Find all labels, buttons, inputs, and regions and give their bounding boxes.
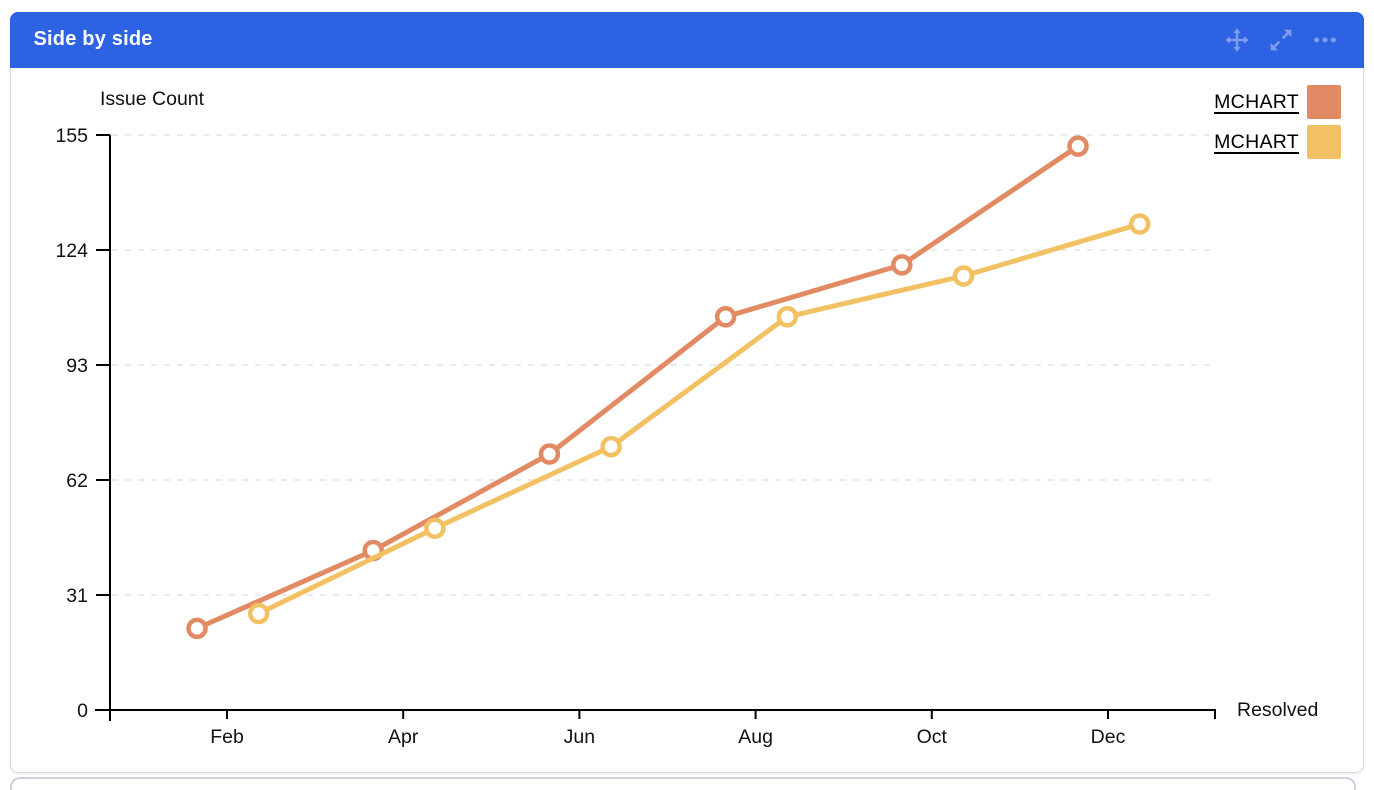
- legend-swatch-series-2: [1307, 125, 1341, 159]
- x-axis-title: Resolved: [1237, 699, 1319, 721]
- gadget-header-actions: [1222, 25, 1340, 55]
- legend-item: MCHART: [1214, 85, 1341, 119]
- chart-legend: MCHART MCHART: [1214, 85, 1341, 159]
- legend-swatch-series-1: [1307, 85, 1341, 119]
- expand-icon[interactable]: [1266, 25, 1296, 55]
- legend-label-series-2[interactable]: MCHART: [1214, 130, 1299, 153]
- legend-item: MCHART: [1214, 125, 1341, 159]
- next-widget-top-edge: [10, 777, 1356, 790]
- move-icon[interactable]: [1222, 25, 1252, 55]
- chart-gadget-card: Side by side: [9, 11, 1364, 773]
- legend-label-series-1[interactable]: MCHART: [1214, 90, 1299, 113]
- gadget-title: Side by side: [33, 28, 153, 50]
- y-axis-title: Issue Count: [100, 88, 205, 110]
- gadget-header: Side by side: [9, 11, 1364, 68]
- more-options-icon[interactable]: [1310, 25, 1340, 55]
